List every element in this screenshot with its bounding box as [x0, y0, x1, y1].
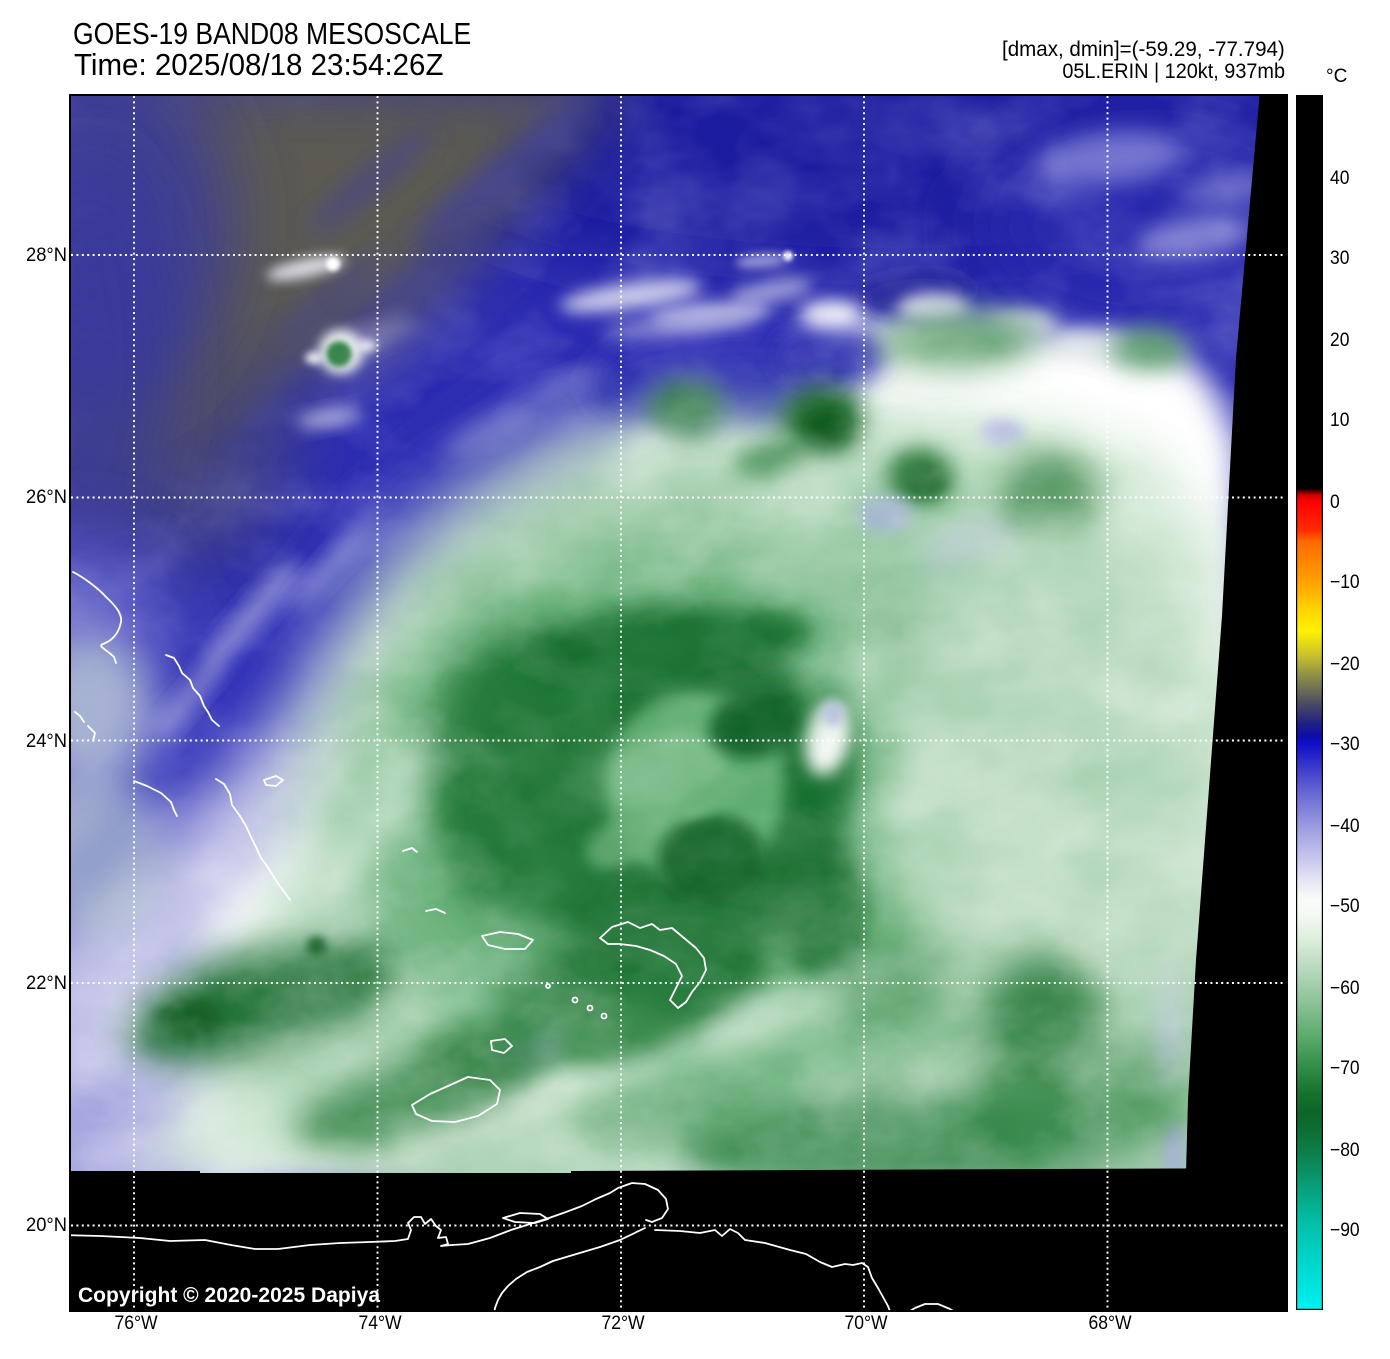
svg-text:Copyright © 2020-2025 Dapiya: Copyright © 2020-2025 Dapiya [78, 1284, 380, 1307]
